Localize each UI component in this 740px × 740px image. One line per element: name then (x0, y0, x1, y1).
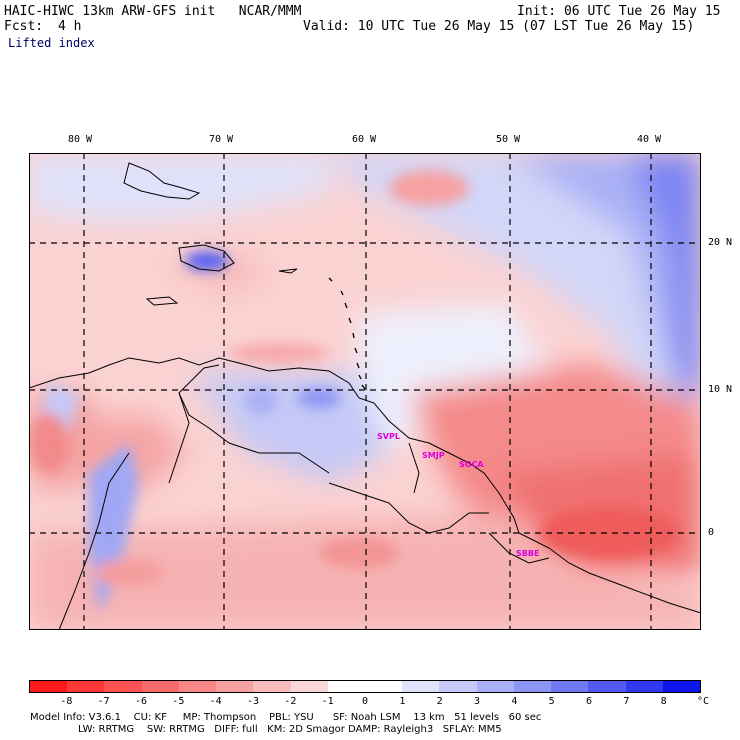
colorbar-tick-label: 7 (623, 696, 630, 707)
colorbar-swatch (327, 681, 365, 692)
lon-label-70w: 70 W (209, 134, 234, 145)
colorbar-swatch (625, 681, 663, 692)
lat-label-10n: 10 N (708, 384, 733, 395)
colorbar-tick-label: -6 (134, 696, 148, 707)
colorbar-swatch (402, 681, 440, 692)
coastlines (29, 162, 701, 630)
colorbar-swatch (588, 681, 626, 692)
colorbar-swatch (178, 681, 217, 692)
colorbar-unit: °C (696, 696, 710, 707)
colorbar-swatch (30, 681, 68, 692)
colorbar-tick-label: -5 (172, 696, 185, 707)
lat-label-20n: 20 N (708, 237, 733, 248)
colorbar-swatch (662, 681, 700, 692)
station-svpl: SVPL (377, 432, 400, 441)
colorbar (29, 680, 701, 693)
colorbar-tick-label: 8 (660, 696, 667, 707)
lon-label-50w: 50 W (496, 134, 521, 145)
map-frame (29, 153, 701, 630)
colorbar-swatch (551, 681, 589, 692)
colorbar-tick-label: 5 (548, 696, 555, 707)
colorbar-swatch (439, 681, 477, 692)
colorbar-swatch (67, 681, 105, 692)
graticule (29, 153, 701, 630)
colorbar-swatch (216, 681, 254, 692)
island-arc (328, 277, 366, 390)
station-sbbe: SBBE (516, 549, 539, 558)
colorbar-swatch (513, 681, 552, 692)
init-time: Init: 06 UTC Tue 26 May 15 (517, 4, 721, 19)
footer-line-1: Model Info: V3.6.1 CU: KF MP: Thompson P… (30, 712, 542, 723)
lat-label-0: 0 (708, 527, 715, 538)
lon-label-80w: 80 W (68, 134, 93, 145)
colorbar-tick-label: -4 (209, 696, 222, 707)
colorbar-tick-label: -7 (97, 696, 110, 707)
valid-time: Valid: 10 UTC Tue 26 May 15 (07 LST Tue … (303, 19, 695, 34)
field-name: Lifted index (8, 36, 95, 50)
colorbar-tick-label: -8 (60, 696, 73, 707)
colorbar-tick-label: 4 (511, 696, 518, 707)
colorbar-swatch (476, 681, 514, 692)
colorbar-swatch (141, 681, 179, 692)
station-smjp: SMJP (422, 451, 445, 460)
colorbar-tick-label: 2 (436, 696, 443, 707)
shading-detail (29, 170, 679, 613)
colorbar-swatch (253, 681, 291, 692)
lifted-index-map: SVPL SMJP SOCA SBBE (29, 153, 701, 630)
lon-label-60w: 60 W (352, 134, 377, 145)
footer-line-2: LW: RRTMG SW: RRTMG DIFF: full KM: 2D Sm… (78, 724, 502, 735)
station-soca: SOCA (459, 460, 484, 469)
colorbar-tick-label: -3 (246, 696, 260, 707)
forecast-label: Fcst: (4, 19, 44, 34)
model-title: HAIC-HIWC 13km ARW-GFS init NCAR/MMM (4, 4, 302, 19)
colorbar-swatch (290, 681, 328, 692)
forecast-value: 4 h (58, 19, 82, 34)
colorbar-tick-label: 3 (473, 696, 481, 707)
colorbar-tick-label: 6 (585, 696, 593, 707)
colorbar-swatch (104, 681, 142, 692)
colorbar-swatch (364, 681, 403, 692)
colorbar-tick-label: -2 (284, 696, 297, 707)
lon-label-40w: 40 W (637, 134, 662, 145)
colorbar-tick-label: 0 (361, 696, 369, 707)
colorbar-tick-label: 1 (399, 696, 406, 707)
colorbar-tick-label: -1 (321, 696, 334, 707)
